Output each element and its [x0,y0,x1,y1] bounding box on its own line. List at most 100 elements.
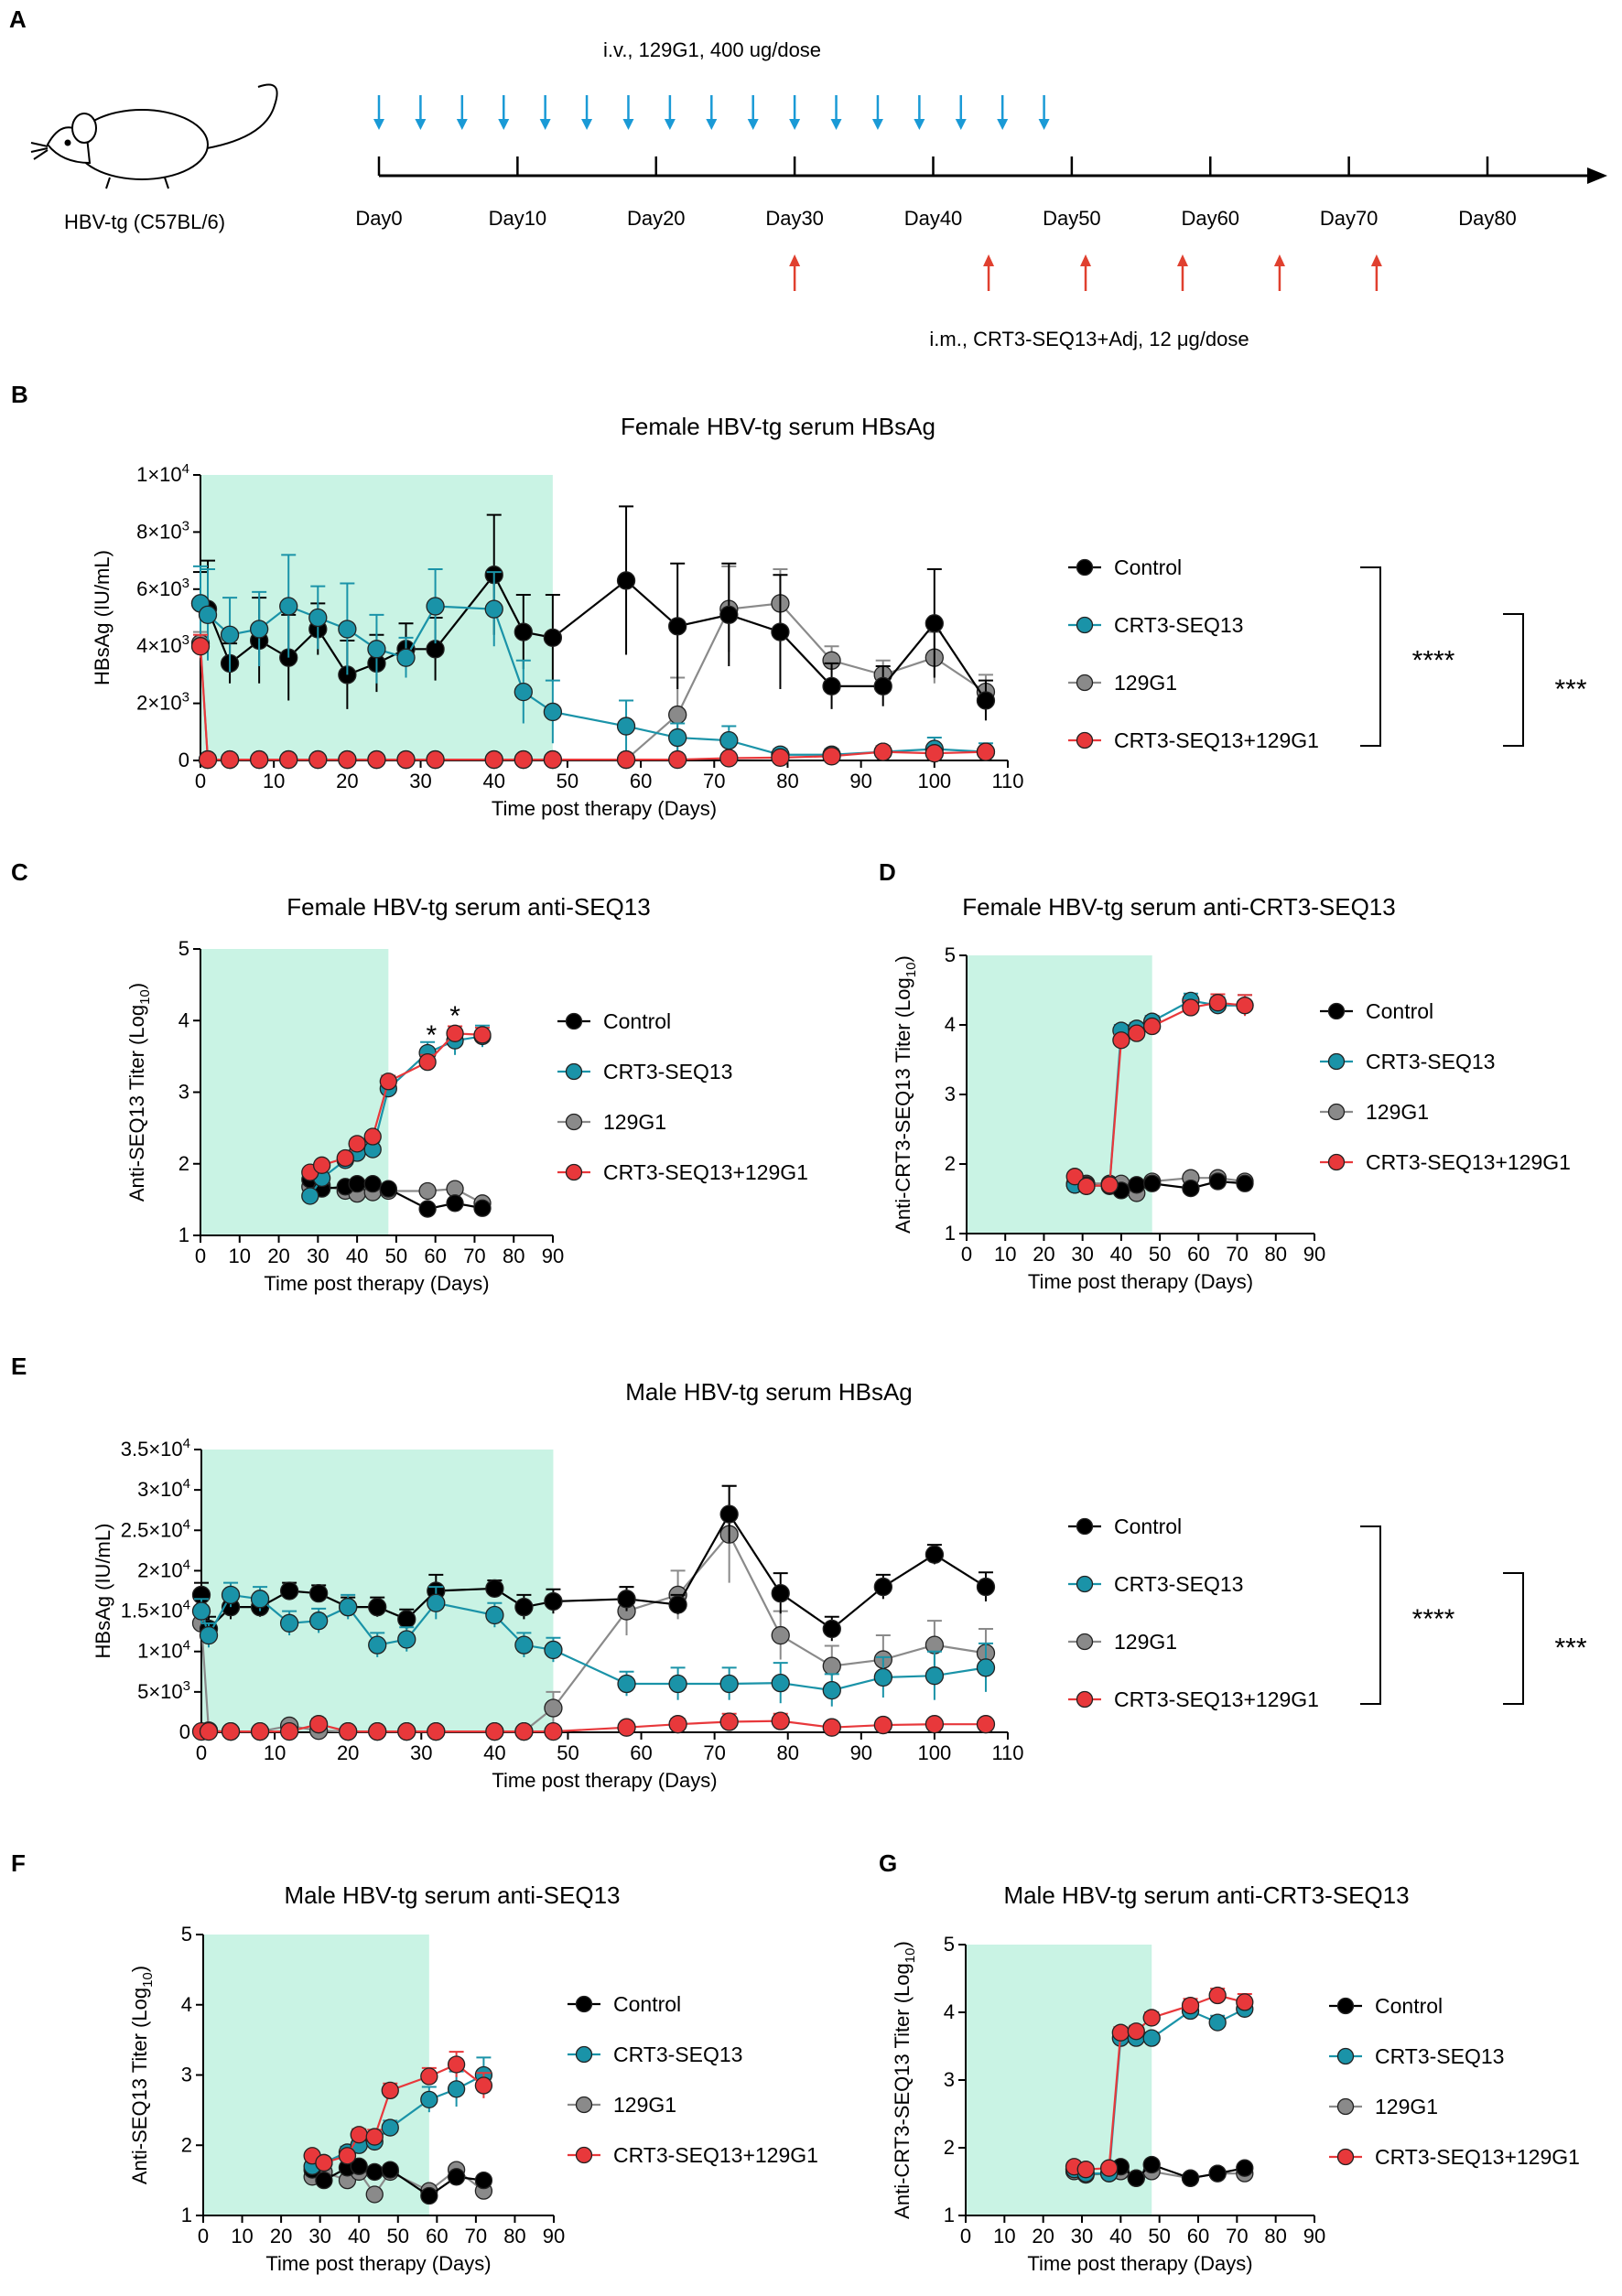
chart-panel-d: D Female HBV-tg serum anti-CRT3-SEQ13 0 10 2… [879,858,1571,1293]
im-annotation: i.m., CRT3-SEQ13+Adj, 12 μg/dose [929,328,1249,350]
data-point [873,1577,892,1597]
legend-marker [1327,1002,1346,1020]
x-tick-label: 90 [1303,1243,1325,1266]
legend-marker [1336,2047,1355,2065]
y-tick-label: 4 [178,1008,189,1031]
x-tick-label: 30 [307,1245,329,1267]
data-point [822,676,841,696]
x-tick-label: 90 [542,1245,564,1267]
timeline-day-label: Day0 [355,207,402,230]
mouse-label: HBV-tg (C57BL/6) [64,210,225,233]
legend-marker [1336,2097,1355,2116]
iv-dose-arrow [456,95,468,130]
y-tick-label: 1 [944,2204,955,2226]
y-axis-label: HBsAg (IU/mL) [92,1524,114,1659]
x-tick-label: 10 [994,1243,1016,1266]
data-point [379,1180,397,1198]
data-point [1100,1176,1119,1194]
legend-entry: CRT3-SEQ13+129G1 [557,1160,808,1184]
legend-marker [1327,1153,1346,1171]
chart-panel-c: C Female HBV-tg serum anti-SEQ13 0 10 20 30 40… [11,858,808,1295]
y-tick-label: 5 [945,943,956,966]
data-point [925,1666,945,1686]
data-point [1077,1177,1096,1195]
data-point [312,1156,331,1174]
iv-dose-arrow [373,95,384,130]
x-tick-label: 30 [1071,2225,1093,2247]
y-tick-label: 2.5×104 [121,1516,190,1541]
legend-entry: CRT3-SEQ13+129G1 [1320,1150,1571,1174]
data-point [1236,2159,1254,2177]
chart-panel-b: B Female HBV-tg serum HBsAg 0 10 20 30 40 50 60 7… [11,381,1587,820]
x-tick-label: 30 [1071,1243,1093,1266]
iv-dose-arrow [706,95,718,130]
x-tick-label: 90 [850,1741,872,1764]
data-point [719,1504,739,1524]
chart-panel-g: G Male HBV-tg serum anti-CRT3-SEQ13 0 10 20 3… [879,1849,1580,2275]
data-point [308,749,328,770]
data-point [381,2118,399,2137]
y-tick-label: 5 [178,937,189,960]
data-point [396,648,416,667]
x-tick-label: 50 [557,770,579,792]
x-tick-label: 60 [1187,2225,1209,2247]
data-point [348,1135,366,1153]
iv-dose-arrow [622,95,634,130]
data-point [514,682,533,702]
data-point [822,1680,841,1700]
series-crt3-seq13-129g1 [1065,1986,1254,2179]
data-point [308,1715,329,1734]
data-point [427,1593,446,1612]
data-point [190,637,211,656]
legend-marker [575,2146,593,2164]
data-point [771,1625,790,1645]
data-point [668,728,687,748]
legend-entry: CRT3-SEQ13 [1068,613,1243,637]
legend-entry: CRT3-SEQ13 [1329,2044,1504,2068]
data-point [514,749,533,770]
data-point [925,1715,945,1734]
significance-label: **** [1412,1604,1455,1634]
x-tick-label: 60 [630,1741,652,1764]
data-point [381,2161,399,2179]
data-point [668,1715,687,1734]
chart-title: Male HBV-tg serum anti-CRT3-SEQ13 [1003,1881,1409,1909]
im-dose-arrow [1176,254,1188,291]
iv-dose-arrow [581,95,593,130]
legend-label: 129G1 [613,2093,676,2117]
significance-label: *** [1554,1633,1586,1664]
panel-letter: D [879,858,896,886]
chart-title: Female HBV-tg serum anti-CRT3-SEQ13 [962,893,1395,921]
im-dose-arrow [1273,254,1285,291]
x-tick-label: 0 [961,1243,972,1266]
x-tick-label: 80 [1265,1243,1287,1266]
y-tick-label: 3×104 [137,1476,190,1501]
data-point [873,742,892,761]
y-tick-label: 5×103 [137,1678,190,1703]
data-point [279,749,298,770]
x-tick-label: 70 [1226,2225,1248,2247]
y-tick-label: 8×103 [136,518,189,543]
iv-dose-arrow [664,95,676,130]
y-tick-label: 2 [181,2133,192,2156]
data-point [668,749,687,770]
panel-letter: F [11,1849,26,1877]
legend-marker [1076,1690,1094,1709]
data-point [543,749,563,770]
y-tick-label: 1 [178,1223,189,1246]
panel-letter-a: A [9,5,27,33]
data-point [873,676,892,696]
y-tick-label: 1 [945,1222,956,1245]
data-point [363,1175,382,1193]
data-point [976,1577,996,1597]
significance-bracket [1503,613,1524,747]
legend-label: CRT3-SEQ13+129G1 [1375,2145,1580,2169]
data-point [719,1712,739,1731]
data-point [350,2126,368,2144]
data-point [418,1200,437,1218]
legend-marker [1076,674,1094,692]
significance-bracket [1503,1572,1524,1705]
iv-dose-arrow [415,95,427,130]
data-point [544,1591,563,1612]
y-tick-label: 3 [945,1083,956,1105]
